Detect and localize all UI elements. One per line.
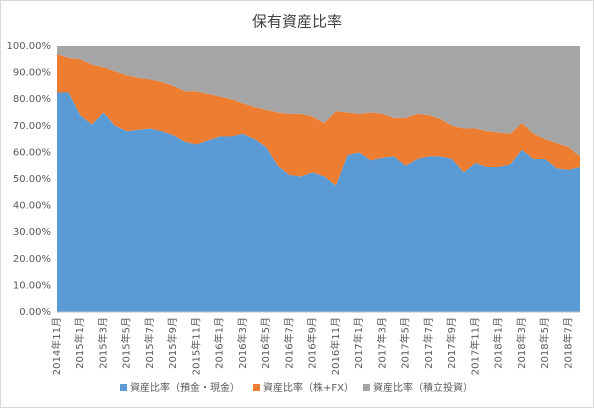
x-tick-label: 2015年3月 <box>96 317 109 369</box>
legend-label: 資産比率（株+FX） <box>263 381 354 394</box>
x-tick-label: 2016年11月 <box>329 317 342 375</box>
chart-title: 保有資産比率 <box>252 13 342 31</box>
x-tick-label: 2017年9月 <box>445 317 458 369</box>
y-tick-label: 20.00% <box>13 254 51 265</box>
x-tick-label: 2018年1月 <box>492 317 505 369</box>
x-tick-label: 2015年1月 <box>73 317 86 369</box>
x-tick-label: 2015年9月 <box>166 317 179 369</box>
y-tick-label: 40.00% <box>13 201 51 212</box>
x-tick-label: 2017年11月 <box>468 317 481 375</box>
area <box>57 92 580 312</box>
legend-label: 資産比率（預金・現金） <box>130 381 240 394</box>
x-tick-label: 2016年5月 <box>259 317 272 369</box>
y-tick-label: 100.00% <box>7 41 52 52</box>
x-tick-label: 2015年5月 <box>120 317 133 369</box>
x-tick-label: 2015年7月 <box>143 317 156 369</box>
y-tick-label: 70.00% <box>13 121 51 132</box>
x-tick-label: 2017年5月 <box>399 317 412 369</box>
x-tick-label: 2017年3月 <box>375 317 388 369</box>
legend-label: 資産比率（積立投資） <box>373 381 473 394</box>
legend-swatch <box>120 384 127 391</box>
x-tick-label: 2014年11月 <box>50 317 63 375</box>
x-tick-label: 2018年5月 <box>538 317 551 369</box>
x-tick-label: 2015年11月 <box>189 317 202 375</box>
x-tick-label: 2016年7月 <box>282 317 295 369</box>
x-tick-label: 2018年7月 <box>561 317 574 369</box>
area <box>57 46 580 157</box>
y-tick-label: 50.00% <box>13 174 51 185</box>
y-tick-label: 60.00% <box>13 147 51 158</box>
y-tick-label: 10.00% <box>13 280 51 291</box>
x-tick-label: 2016年3月 <box>236 317 249 369</box>
y-tick-label: 30.00% <box>13 227 51 238</box>
x-tick-label: 2016年1月 <box>213 317 226 369</box>
x-tick-label: 2017年1月 <box>352 317 365 369</box>
x-tick-label: 2018年3月 <box>515 317 528 369</box>
x-tick-label: 2017年7月 <box>422 317 435 369</box>
legend-swatch <box>363 384 370 391</box>
area <box>57 53 580 186</box>
y-tick-label: 90.00% <box>13 68 51 79</box>
legend-swatch <box>253 384 260 391</box>
y-tick-label: 0.00% <box>19 307 51 318</box>
x-tick-label: 2016年9月 <box>306 317 319 369</box>
y-tick-label: 80.00% <box>13 94 51 105</box>
